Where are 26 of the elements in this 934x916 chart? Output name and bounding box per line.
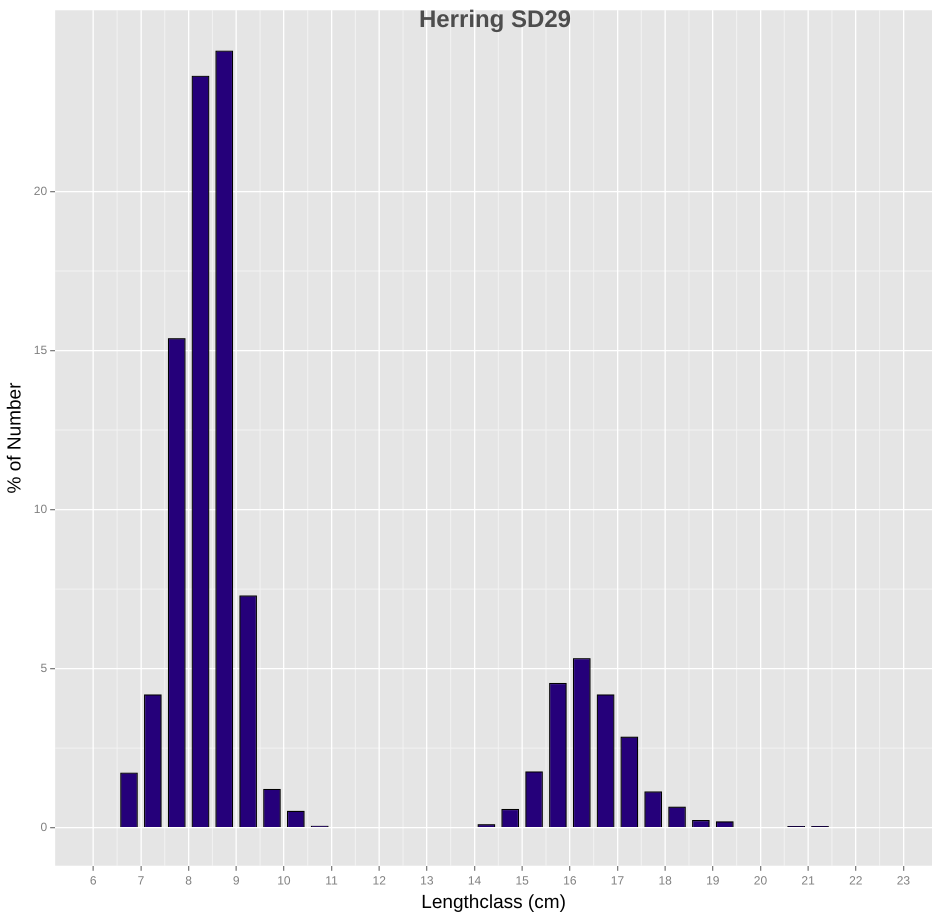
x-axis-title: Lengthclass (cm): [421, 892, 566, 913]
y-tick-label: 5: [40, 660, 48, 675]
x-tick-label: 18: [658, 873, 672, 888]
y-tick-label: 0: [40, 820, 48, 834]
x-tick-label: 22: [849, 873, 863, 888]
x-tick-label: 21: [801, 873, 816, 888]
x-tick-label: 15: [515, 873, 530, 888]
x-tick-label: 8: [185, 873, 192, 888]
x-tick-label: 19: [706, 873, 720, 888]
x-tick-label: 16: [563, 873, 577, 888]
y-tick-label: 20: [34, 184, 48, 198]
x-tick-label: 13: [420, 873, 434, 888]
x-tick-label: 7: [138, 873, 145, 888]
x-tick-label: 14: [468, 873, 482, 888]
x-tick-label: 23: [896, 873, 910, 888]
x-tick-label: 12: [372, 873, 386, 888]
y-axis-title: % of Number: [4, 382, 26, 494]
x-tick-label: 11: [325, 873, 338, 888]
x-tick-label: 20: [754, 873, 768, 888]
x-tick-label: 17: [610, 873, 624, 888]
y-tick-label: 10: [34, 502, 48, 516]
x-tick-label: 9: [232, 873, 240, 888]
x-tick-label: 6: [90, 873, 97, 888]
x-tick-label: 10: [277, 873, 291, 888]
y-tick-label: 15: [34, 342, 48, 357]
chart-title: Herring SD29: [418, 6, 572, 34]
